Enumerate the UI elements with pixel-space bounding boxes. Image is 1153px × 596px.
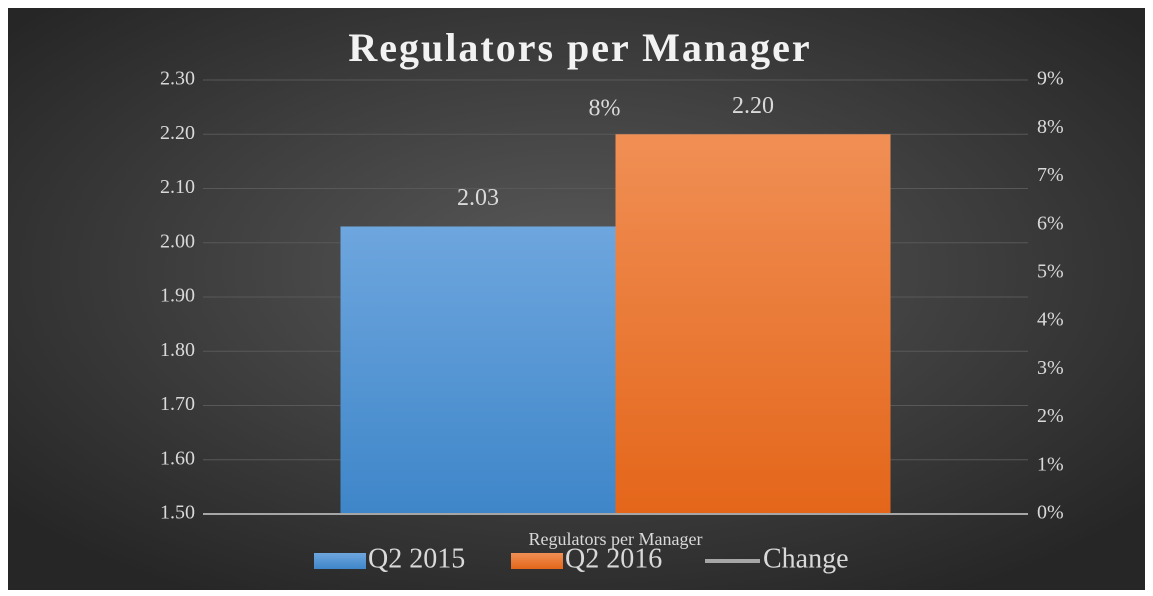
y2-tick-label: 6%	[1037, 212, 1064, 234]
y2-tick-label: 0%	[1037, 502, 1064, 524]
chart-title: Regulators per Manager	[348, 25, 811, 70]
y2-tick-label: 1%	[1037, 453, 1064, 475]
y-tick-label: 1.50	[160, 502, 195, 524]
y-tick-label: 1.70	[160, 393, 195, 415]
legend-label: Q2 2016	[565, 543, 662, 574]
y2-tick-label: 4%	[1037, 309, 1064, 331]
y2-tick-label: 2%	[1037, 405, 1064, 427]
legend-label: Change	[763, 543, 849, 574]
y2-tick-label: 7%	[1037, 164, 1064, 186]
y2-tick-label: 9%	[1037, 68, 1064, 90]
y-tick-label: 1.90	[160, 285, 195, 307]
y-tick-label: 1.80	[160, 339, 195, 361]
y-tick-label: 2.10	[160, 176, 195, 198]
data-label: 2.20	[732, 93, 774, 119]
data-label: 8%	[589, 96, 621, 122]
legend-swatch	[314, 553, 366, 569]
y2-tick-label: 8%	[1037, 116, 1064, 138]
y-tick-label: 1.60	[160, 447, 195, 469]
bar	[340, 226, 616, 514]
legend-swatch	[511, 553, 563, 569]
legend-label: Q2 2015	[368, 543, 465, 574]
bar	[615, 134, 891, 514]
y-tick-label: 2.00	[160, 230, 195, 252]
y2-tick-label: 3%	[1037, 357, 1064, 379]
y-tick-label: 2.20	[160, 122, 195, 144]
y-tick-label: 2.30	[160, 68, 195, 90]
data-label: 2.03	[457, 185, 499, 211]
x-tick-label: Regulators per Manager	[529, 529, 703, 549]
y2-tick-label: 5%	[1037, 260, 1064, 282]
